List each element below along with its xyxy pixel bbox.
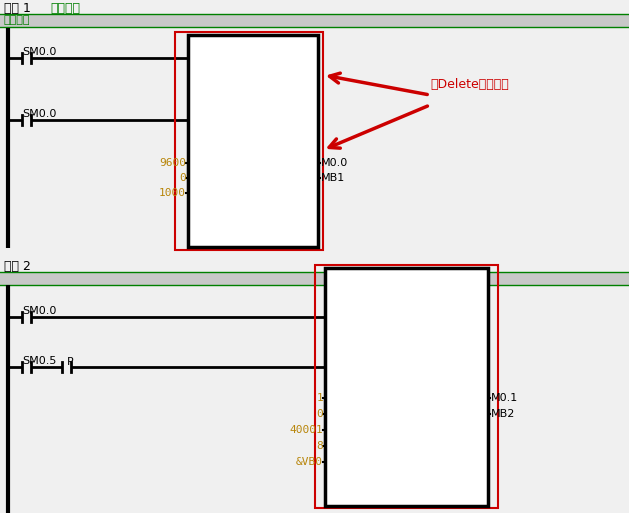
Text: 1000: 1000 bbox=[159, 188, 186, 198]
Text: 40001: 40001 bbox=[289, 425, 323, 435]
Text: 网络注释: 网络注释 bbox=[4, 15, 30, 25]
Text: Timeout: Timeout bbox=[191, 188, 237, 198]
Text: MBUS_CTRL: MBUS_CTRL bbox=[220, 38, 287, 51]
Text: Addr: Addr bbox=[328, 425, 354, 435]
Text: RW: RW bbox=[328, 409, 346, 419]
Text: 0: 0 bbox=[316, 409, 323, 419]
Text: MB1: MB1 bbox=[321, 173, 345, 183]
Text: EN: EN bbox=[328, 312, 343, 322]
Bar bbox=[0, 272, 629, 285]
Text: MB2: MB2 bbox=[491, 409, 515, 419]
Bar bbox=[175, 32, 323, 250]
Text: First: First bbox=[328, 362, 352, 372]
Text: DataPtr: DataPtr bbox=[328, 457, 370, 467]
Text: SM0.0: SM0.0 bbox=[22, 47, 57, 57]
Text: Error: Error bbox=[258, 173, 285, 183]
Text: SM0.0: SM0.0 bbox=[22, 109, 57, 119]
Bar bbox=[188, 35, 318, 247]
Text: 0: 0 bbox=[179, 173, 186, 183]
Text: Slave: Slave bbox=[328, 393, 359, 403]
Bar bbox=[0, 14, 629, 27]
Text: 网络 1: 网络 1 bbox=[4, 2, 31, 15]
Bar bbox=[325, 268, 488, 506]
Text: Parity: Parity bbox=[191, 173, 223, 183]
Text: M0.0: M0.0 bbox=[321, 158, 348, 168]
Text: MBUS_MSG: MBUS_MSG bbox=[377, 271, 437, 284]
Text: Done: Done bbox=[258, 158, 287, 168]
Text: Done: Done bbox=[415, 393, 444, 403]
Text: Count: Count bbox=[328, 441, 361, 451]
Text: 按Delete删除指令: 按Delete删除指令 bbox=[430, 78, 509, 91]
Text: 1: 1 bbox=[316, 393, 323, 403]
Text: Error: Error bbox=[415, 409, 442, 419]
Text: 9600: 9600 bbox=[159, 158, 186, 168]
Text: EN: EN bbox=[191, 53, 206, 63]
Text: SM0.5: SM0.5 bbox=[22, 356, 57, 366]
Text: Baud: Baud bbox=[191, 158, 220, 168]
Text: P: P bbox=[67, 357, 74, 367]
Text: &VB0: &VB0 bbox=[296, 457, 323, 467]
Text: 网络 2: 网络 2 bbox=[4, 260, 31, 273]
Text: M0.1: M0.1 bbox=[491, 393, 518, 403]
Text: SM0.0: SM0.0 bbox=[22, 306, 57, 316]
Text: 网络标题: 网络标题 bbox=[50, 2, 80, 15]
Text: Mode: Mode bbox=[191, 115, 221, 125]
Bar bbox=[315, 265, 498, 508]
Text: 8: 8 bbox=[316, 441, 323, 451]
